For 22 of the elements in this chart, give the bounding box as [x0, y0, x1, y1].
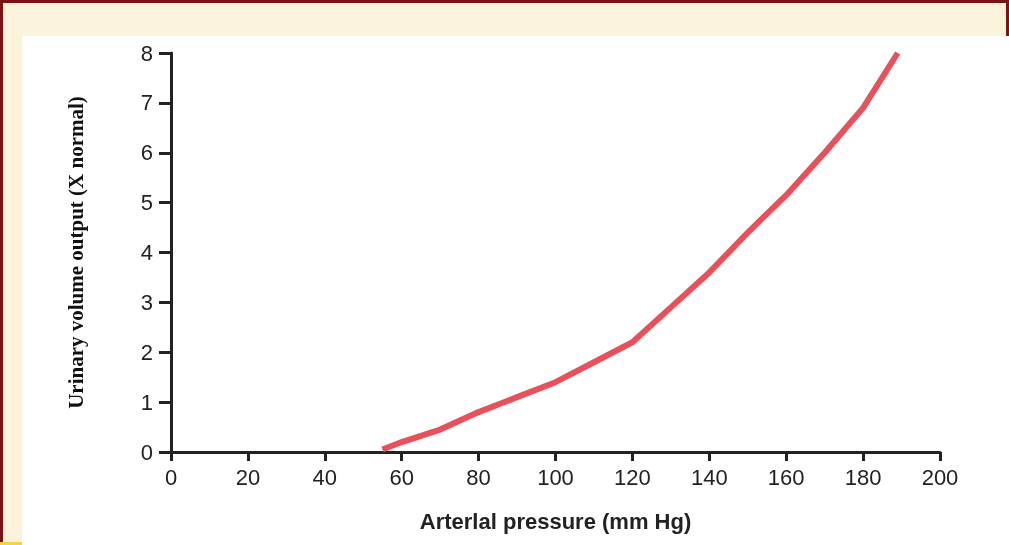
y-tick-label: 5: [140, 190, 153, 216]
x-axis-title: Arterlal pressure (mm Hg): [419, 508, 692, 534]
y-tick-label: 7: [140, 90, 153, 116]
x-tick-label: 200: [921, 464, 959, 490]
x-tick-label: 0: [164, 464, 178, 490]
y-tick-label: 0: [140, 439, 153, 465]
x-tick-label: 180: [844, 464, 882, 490]
y-tick-label: 6: [140, 140, 153, 166]
x-tick-label: 120: [614, 464, 651, 490]
x-tick-label: 20: [235, 464, 261, 490]
y-tick-label: 2: [140, 339, 153, 365]
x-tick-label: 160: [767, 464, 805, 490]
x-tick-label: 60: [389, 464, 414, 490]
x-tick-label: 40: [312, 464, 338, 490]
x-tick-label: 100: [537, 464, 574, 490]
x-tick-label: 80: [466, 464, 491, 490]
y-tick-label: 8: [140, 40, 153, 66]
y-axis-title: Urinary volume output (X normal): [63, 96, 88, 409]
x-tick-label: 140: [690, 464, 728, 490]
y-tick-label: 3: [140, 289, 153, 315]
y-tick-label: 4: [140, 240, 153, 265]
y-tick-label: 1: [140, 389, 153, 415]
